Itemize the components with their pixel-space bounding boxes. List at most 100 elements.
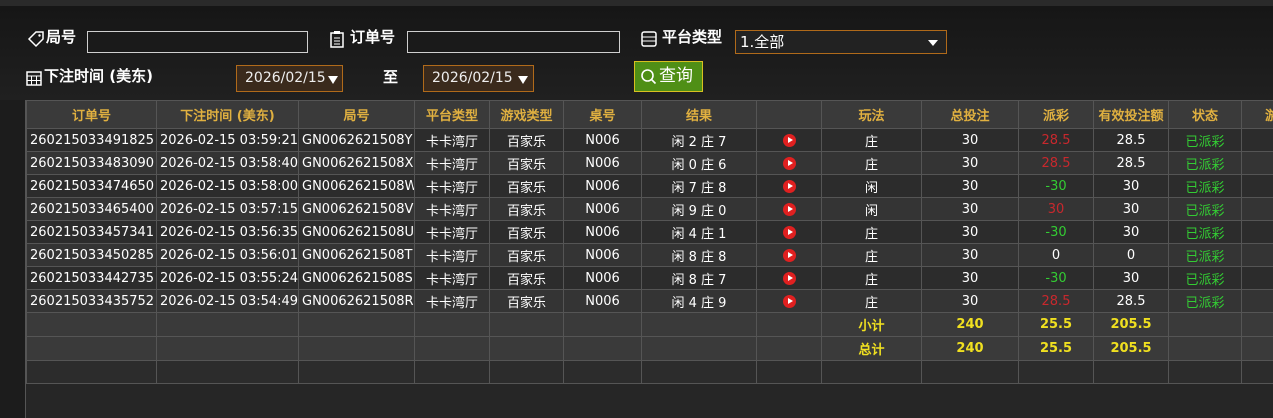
search-text: 查询 — [659, 66, 693, 86]
date-from-text: 2026/02/15 — [245, 70, 326, 86]
data-row: 260215033465400 2026-02-15 03:57:15 GN0062… — [26, 197, 1273, 221]
cell: 2026-02-15 03:57:15 — [156, 197, 299, 221]
cell: 闲 4 庄 1 — [641, 220, 757, 244]
cell — [756, 336, 822, 361]
cell — [756, 220, 822, 244]
cell — [26, 336, 157, 361]
cell: 闲 — [821, 174, 922, 198]
cell: 260215033483090 — [26, 151, 157, 175]
cell — [756, 243, 822, 267]
data-row: 260215033474650 2026-02-15 03:58:00 GN0062… — [26, 174, 1273, 198]
cell — [298, 312, 415, 337]
cell — [1241, 151, 1273, 175]
column-header: 状态 — [1168, 100, 1242, 129]
cell — [756, 197, 822, 221]
cell — [921, 360, 1019, 384]
column-header: 平台类型 — [414, 100, 490, 129]
cell: 2026-02-15 03:56:35 — [156, 220, 299, 244]
play-icon — [782, 179, 796, 193]
cell: 30 — [921, 174, 1019, 198]
round-input[interactable] — [87, 31, 308, 53]
cell: GN0062621508R — [298, 289, 415, 313]
round-label: 局号 — [46, 28, 77, 46]
cell: 已派彩 — [1168, 243, 1242, 267]
cell: -30 — [1018, 174, 1094, 198]
cell: 已派彩 — [1168, 174, 1242, 198]
cell: 庄 — [821, 243, 922, 267]
cell: N006 — [563, 243, 642, 267]
cell — [1241, 360, 1273, 384]
cell: 百家乐 — [489, 128, 564, 152]
cell — [1241, 289, 1273, 313]
date-to[interactable]: 2026/02/15 — [423, 65, 534, 92]
cell — [298, 360, 415, 384]
cell — [298, 336, 415, 361]
cell — [1241, 220, 1273, 244]
cell — [1168, 336, 1242, 361]
cell — [26, 360, 157, 384]
cell — [489, 360, 564, 384]
cell — [563, 360, 642, 384]
cell: 已派彩 — [1168, 197, 1242, 221]
cell: 卡卡湾厅 — [414, 289, 490, 313]
cell — [156, 336, 299, 361]
search-button[interactable]: 查询 — [634, 61, 703, 92]
cell — [756, 289, 822, 313]
cell — [641, 360, 757, 384]
column-header: 订单号 — [26, 100, 157, 129]
cell: 卡卡湾厅 — [414, 151, 490, 175]
cell: 30 — [921, 197, 1019, 221]
cell: 28.5 — [1018, 289, 1094, 313]
cell: 百家乐 — [489, 266, 564, 290]
data-row: 260215033435752 2026-02-15 03:54:49 GN0062… — [26, 289, 1273, 313]
tag-icon — [27, 31, 44, 48]
column-header: 游 — [1241, 100, 1273, 129]
cell — [563, 336, 642, 361]
play-icon — [782, 202, 796, 216]
cell: 总计 — [821, 336, 922, 361]
column-header: 桌号 — [563, 100, 642, 129]
orders-table: 订单号 下注时间 (美东) 局号 平台类型 游戏类型 桌号 结果 玩法 总投注 派彩 有效投注额 状态… — [26, 100, 1273, 384]
cell: 30 — [1093, 197, 1169, 221]
column-header: 游戏类型 — [489, 100, 564, 129]
cell — [1241, 336, 1273, 361]
filter-bar: 局号 订单号 平台类型 1.全部 下注时间 (美东) 2026/02/15 至 … — [0, 0, 1273, 100]
date-from[interactable]: 2026/02/15 — [236, 65, 343, 92]
cell: 闲 7 庄 8 — [641, 174, 757, 198]
cell: GN0062621508V — [298, 197, 415, 221]
cell — [414, 360, 490, 384]
cell: 260215033442735 — [26, 266, 157, 290]
cell: GN0062621508S — [298, 266, 415, 290]
cell: 闲 2 庄 7 — [641, 128, 757, 152]
header-row: 订单号 下注时间 (美东) 局号 平台类型 游戏类型 桌号 结果 玩法 总投注 派彩 有效投注额 状态… — [26, 100, 1273, 129]
empty-row — [26, 360, 1273, 384]
cell — [1241, 312, 1273, 337]
cell — [641, 312, 757, 337]
cell: 30 — [1093, 174, 1169, 198]
dropdown-arrow — [328, 76, 338, 84]
column-header: 有效投注额 — [1093, 100, 1169, 129]
cell: 28.5 — [1093, 151, 1169, 175]
order-input[interactable] — [407, 31, 620, 53]
dropdown-arrow — [928, 40, 938, 46]
cell — [414, 312, 490, 337]
cell — [641, 336, 757, 361]
cell: 卡卡湾厅 — [414, 220, 490, 244]
cell — [1168, 360, 1242, 384]
date-to-text: 2026/02/15 — [432, 70, 513, 86]
cell: N006 — [563, 266, 642, 290]
cell: 庄 — [821, 151, 922, 175]
cell: 2026-02-15 03:56:01 — [156, 243, 299, 267]
cell: 卡卡湾厅 — [414, 243, 490, 267]
cell: N006 — [563, 289, 642, 313]
platform-select[interactable]: 1.全部 — [735, 30, 947, 54]
cell: 百家乐 — [489, 197, 564, 221]
cell: 28.5 — [1018, 128, 1094, 152]
cell: 庄 — [821, 266, 922, 290]
cell: 30 — [921, 128, 1019, 152]
total-row: 小计 240 25.5 205.5 — [26, 312, 1273, 337]
play-icon — [782, 225, 796, 239]
cell: 小计 — [821, 312, 922, 337]
cell: 已派彩 — [1168, 220, 1242, 244]
cell — [156, 360, 299, 384]
